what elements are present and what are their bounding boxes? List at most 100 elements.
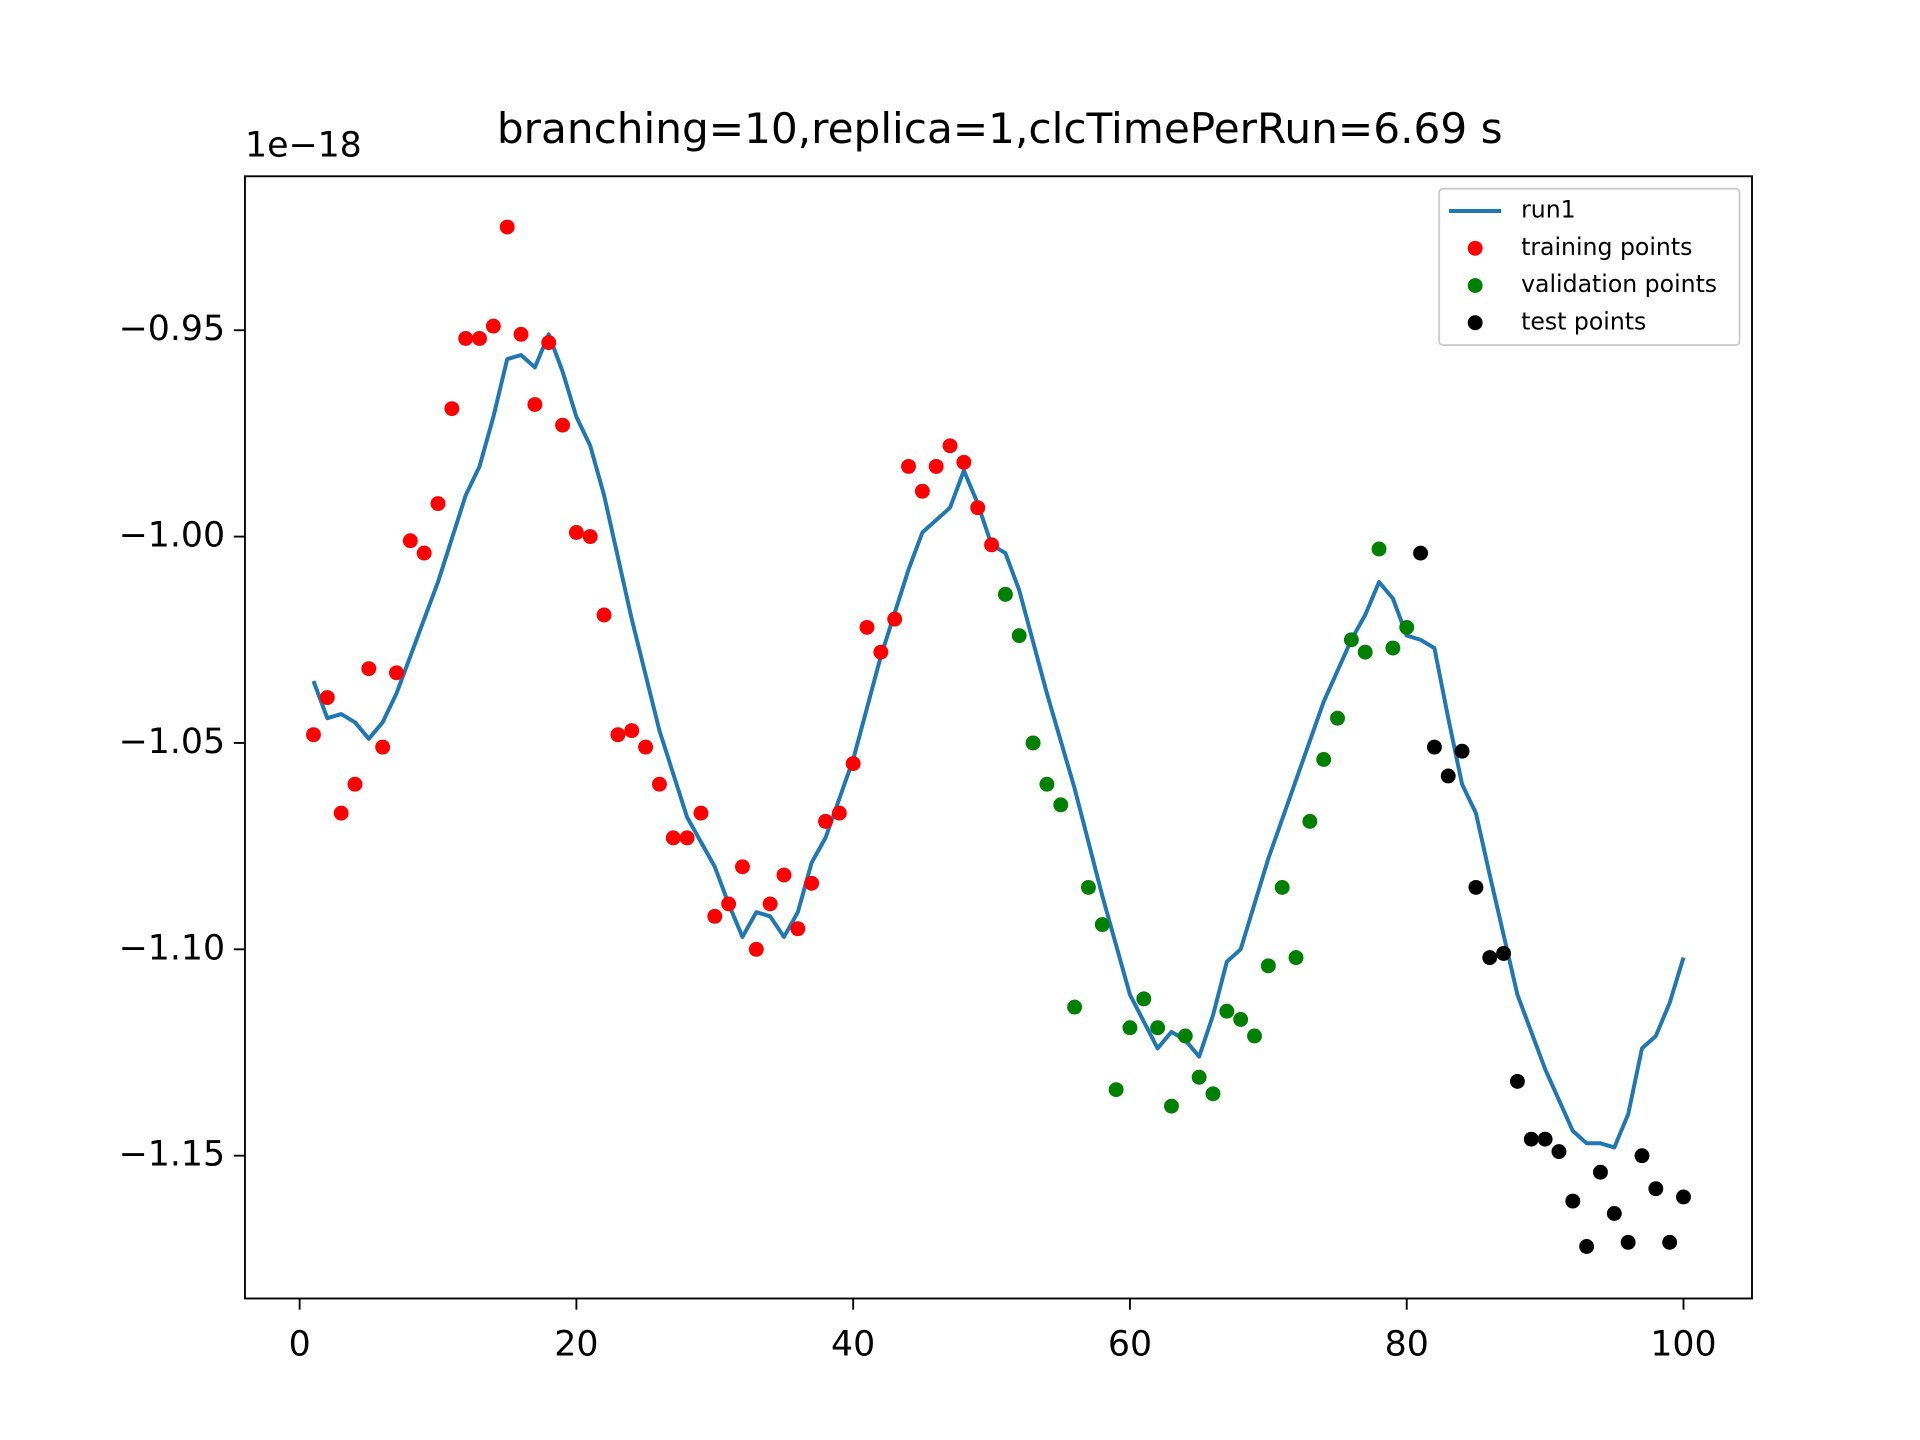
point bbox=[914, 483, 930, 499]
point bbox=[541, 335, 557, 351]
point bbox=[416, 545, 432, 561]
point bbox=[1371, 541, 1387, 557]
point bbox=[1094, 917, 1110, 932]
point bbox=[1260, 958, 1276, 974]
point bbox=[1136, 991, 1152, 1007]
point bbox=[582, 529, 598, 545]
point bbox=[361, 661, 377, 677]
point bbox=[1011, 628, 1027, 644]
point bbox=[1620, 1234, 1636, 1250]
point bbox=[1482, 950, 1498, 966]
point bbox=[1565, 1193, 1581, 1209]
point bbox=[1343, 632, 1359, 648]
offset-label: 1e−18 bbox=[245, 125, 362, 165]
point bbox=[762, 896, 778, 912]
point bbox=[389, 665, 404, 681]
point bbox=[375, 739, 391, 755]
x-tick-label: 100 bbox=[1650, 1325, 1716, 1365]
legend-swatch bbox=[1467, 240, 1483, 256]
point bbox=[1274, 879, 1290, 895]
point bbox=[1440, 768, 1456, 784]
point bbox=[1676, 1189, 1691, 1205]
point bbox=[1205, 1086, 1221, 1102]
point bbox=[1330, 710, 1345, 726]
x-tick-label: 80 bbox=[1385, 1325, 1429, 1365]
point bbox=[1634, 1148, 1650, 1164]
point bbox=[721, 896, 737, 912]
point bbox=[458, 331, 474, 346]
point bbox=[1039, 776, 1055, 792]
x-tick-label: 40 bbox=[831, 1325, 875, 1365]
point bbox=[485, 318, 501, 334]
point bbox=[596, 607, 612, 623]
point bbox=[347, 776, 363, 792]
point bbox=[555, 417, 571, 433]
point bbox=[1648, 1181, 1664, 1197]
point bbox=[1551, 1144, 1567, 1159]
point bbox=[1164, 1098, 1179, 1114]
point bbox=[1080, 879, 1096, 895]
point bbox=[610, 727, 626, 743]
point bbox=[472, 331, 487, 346]
point bbox=[1399, 619, 1415, 635]
point bbox=[444, 401, 460, 417]
point bbox=[776, 867, 792, 883]
point bbox=[831, 805, 847, 821]
point bbox=[430, 496, 446, 512]
y-tick-label: −1.10 bbox=[119, 928, 226, 968]
x-tick-label: 20 bbox=[554, 1325, 598, 1365]
point bbox=[1302, 813, 1318, 829]
point bbox=[1468, 879, 1484, 895]
y-tick-label: −0.95 bbox=[119, 309, 226, 349]
point bbox=[679, 830, 695, 846]
point bbox=[568, 525, 584, 540]
point bbox=[970, 500, 986, 516]
point bbox=[901, 458, 916, 474]
x-tick-label: 0 bbox=[289, 1325, 311, 1365]
point bbox=[928, 458, 944, 474]
point bbox=[735, 859, 750, 875]
point bbox=[1247, 1028, 1262, 1044]
point bbox=[651, 776, 667, 792]
legend-swatch bbox=[1467, 315, 1483, 331]
point bbox=[1426, 739, 1442, 755]
point bbox=[1593, 1164, 1608, 1180]
point bbox=[956, 454, 972, 470]
point bbox=[527, 397, 543, 412]
point bbox=[1579, 1239, 1595, 1254]
point bbox=[638, 739, 654, 755]
point bbox=[1537, 1131, 1553, 1147]
point bbox=[1606, 1206, 1622, 1221]
point bbox=[1108, 1082, 1124, 1098]
x-tick-label: 60 bbox=[1108, 1325, 1152, 1365]
point bbox=[333, 805, 349, 821]
point bbox=[693, 805, 709, 821]
point bbox=[845, 756, 861, 772]
point bbox=[984, 537, 1000, 553]
point bbox=[1067, 999, 1083, 1015]
point bbox=[499, 219, 515, 235]
point bbox=[1509, 1073, 1525, 1089]
point bbox=[624, 723, 640, 739]
y-tick-label: −1.15 bbox=[119, 1135, 226, 1175]
point bbox=[707, 908, 723, 924]
point bbox=[1288, 950, 1304, 966]
point bbox=[1219, 1003, 1235, 1019]
point bbox=[818, 813, 833, 829]
legend-label: validation points bbox=[1521, 270, 1717, 298]
point bbox=[1177, 1028, 1193, 1044]
chart-title: branching=10,replica=1,clcTimePerRun=6.6… bbox=[497, 104, 1503, 153]
point bbox=[1454, 743, 1470, 759]
point bbox=[790, 921, 806, 937]
plot-area bbox=[306, 219, 1691, 1254]
point bbox=[859, 619, 875, 635]
point bbox=[1053, 797, 1069, 813]
point bbox=[306, 727, 321, 743]
point bbox=[1496, 945, 1512, 961]
point bbox=[748, 941, 764, 957]
point bbox=[1385, 640, 1401, 656]
point bbox=[1357, 644, 1373, 660]
point bbox=[513, 326, 529, 342]
point bbox=[1122, 1020, 1138, 1036]
